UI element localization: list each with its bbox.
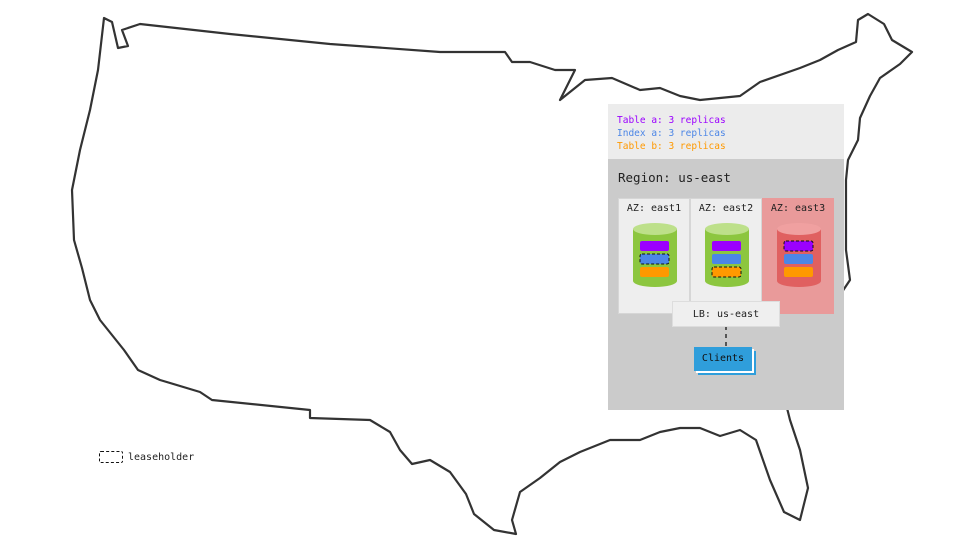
legend-table-a: Table a: 3 replicas <box>617 115 726 126</box>
az-east2: AZ: east2 <box>690 198 762 314</box>
load-balancer: LB: us-east <box>672 301 780 327</box>
dashed-box-icon <box>99 451 123 463</box>
deployment-panel: Table a: 3 replicas Index a: 3 replicas … <box>608 104 844 410</box>
database-node-icon <box>705 223 749 287</box>
database-node-icon <box>777 223 821 287</box>
az-label: AZ: east2 <box>698 203 754 214</box>
replica-legend: Table a: 3 replicas Index a: 3 replicas … <box>608 104 844 159</box>
database-node-icon <box>633 223 677 287</box>
leaseholder-label: leaseholder <box>128 451 195 463</box>
az-east1: AZ: east1 <box>618 198 690 314</box>
legend-table-b: Table b: 3 replicas <box>617 141 726 152</box>
clients-stack: Clients <box>694 347 752 371</box>
az-label: AZ: east1 <box>626 203 682 214</box>
legend-index-a: Index a: 3 replicas <box>617 128 726 139</box>
az-label: AZ: east3 <box>770 203 826 214</box>
leaseholder-key: leaseholder <box>99 451 194 463</box>
region-label: Region: us-east <box>618 170 731 185</box>
az-east3-failed: AZ: east3 <box>762 198 834 314</box>
